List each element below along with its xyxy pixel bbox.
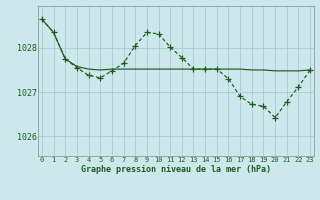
X-axis label: Graphe pression niveau de la mer (hPa): Graphe pression niveau de la mer (hPa) <box>81 165 271 174</box>
